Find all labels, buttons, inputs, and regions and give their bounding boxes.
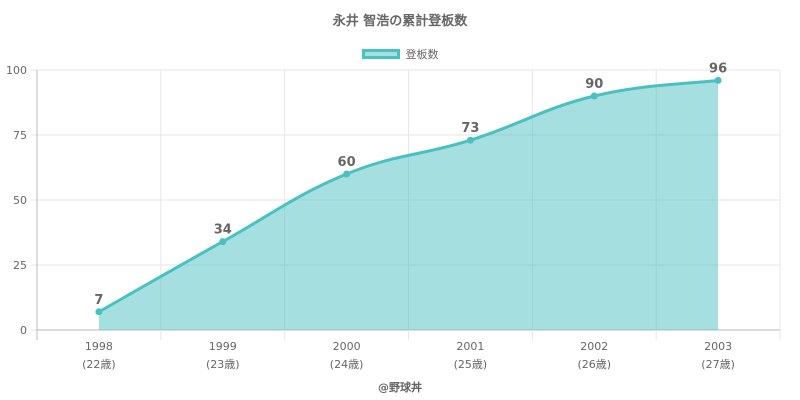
data-point [219,238,227,246]
x-tick-label: 2001 [456,340,484,353]
data-point [590,92,598,100]
x-tick-label: 2003 [704,340,732,353]
data-label: 34 [214,223,232,238]
data-label: 96 [709,61,727,76]
x-tick-label: 1999 [209,340,237,353]
legend-label: 登板数 [405,48,439,61]
x-tick-sublabel: (23歳) [206,358,240,371]
x-tick-sublabel: (22歳) [82,358,116,371]
series-area [98,80,719,331]
x-tick-sublabel: (24歳) [330,358,364,371]
legend[interactable]: 登板数 [0,46,800,62]
y-tick-label: 50 [13,194,27,207]
y-tick-label: 0 [20,324,27,337]
data-point [466,136,474,144]
data-point [714,76,722,84]
x-tick-label: 2002 [580,340,608,353]
data-point [95,308,103,316]
x-tick-sublabel: (25歳) [454,358,488,371]
y-tick-label: 25 [13,259,27,272]
data-label: 73 [461,121,479,136]
y-tick-label: 75 [13,129,27,142]
data-label: 7 [94,293,103,308]
x-tick-label: 2000 [333,340,361,353]
data-label: 60 [338,155,356,170]
data-label: 90 [585,77,603,92]
x-tick-sublabel: (27歳) [701,358,735,371]
data-point [343,170,351,178]
y-tick-label: 100 [6,64,27,77]
chart-title: 永井 智浩の累計登板数 [332,14,468,29]
x-tick-label: 1998 [85,340,113,353]
legend-swatch [361,49,400,59]
series-line [98,78,719,314]
footer-credit: @野球丼 [378,381,422,394]
x-tick-sublabel: (26歳) [577,358,611,371]
